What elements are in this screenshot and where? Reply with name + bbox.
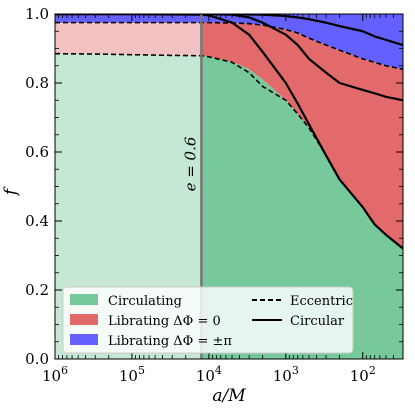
legend-swatch	[70, 314, 98, 325]
y-tick-label: 0.2	[25, 281, 49, 299]
axes: 106 105 104 103 102 0.0 0.2 0.4 0.6 0.8 1.0 a/M f	[1, 5, 404, 406]
legend-entry-label: Librating ΔΦ = 0	[108, 314, 221, 329]
legend-entry-label: Circular	[290, 314, 345, 329]
y-tick-label: 0.0	[25, 350, 49, 368]
legend-swatch	[70, 334, 98, 345]
legend-swatch	[70, 294, 98, 305]
y-tick-label: 0.4	[25, 212, 49, 230]
legend-box	[62, 286, 354, 354]
area-librating-pi	[55, 14, 403, 70]
x-tick-label: 104	[196, 364, 222, 385]
circular-curve-4	[55, 14, 403, 102]
x-tick-label: 103	[273, 364, 299, 385]
legend: Circulating Eccentric Librating ΔΦ = 0 Circ…	[62, 286, 354, 354]
x-tick-label: 102	[350, 364, 376, 385]
y-tick-label: 0.6	[25, 143, 49, 161]
eccentric-curve-2	[55, 21, 403, 70]
x-axis-label: a/M	[212, 386, 246, 406]
x-tick-label: 106	[42, 364, 68, 385]
y-tick-label: 1.0	[25, 5, 49, 23]
area-librating-zero	[55, 22, 403, 249]
shaded-region	[55, 14, 202, 359]
legend-entry-label: Eccentric	[290, 294, 353, 309]
faded-area-librating-zero	[55, 22, 202, 56]
x-tick-label: 105	[119, 364, 145, 385]
faded-area-librating-pi	[55, 14, 202, 23]
faded-area-circulating	[55, 53, 202, 359]
vline-label: e = 0.6	[181, 136, 199, 191]
y-tick-label: 0.8	[25, 74, 49, 92]
legend-entry-label: Circulating	[108, 294, 182, 309]
legend-entry-label: Librating ΔΦ = ±π	[108, 334, 232, 349]
circular-curve-5	[55, 14, 403, 47]
y-axis-label: f	[1, 186, 21, 197]
